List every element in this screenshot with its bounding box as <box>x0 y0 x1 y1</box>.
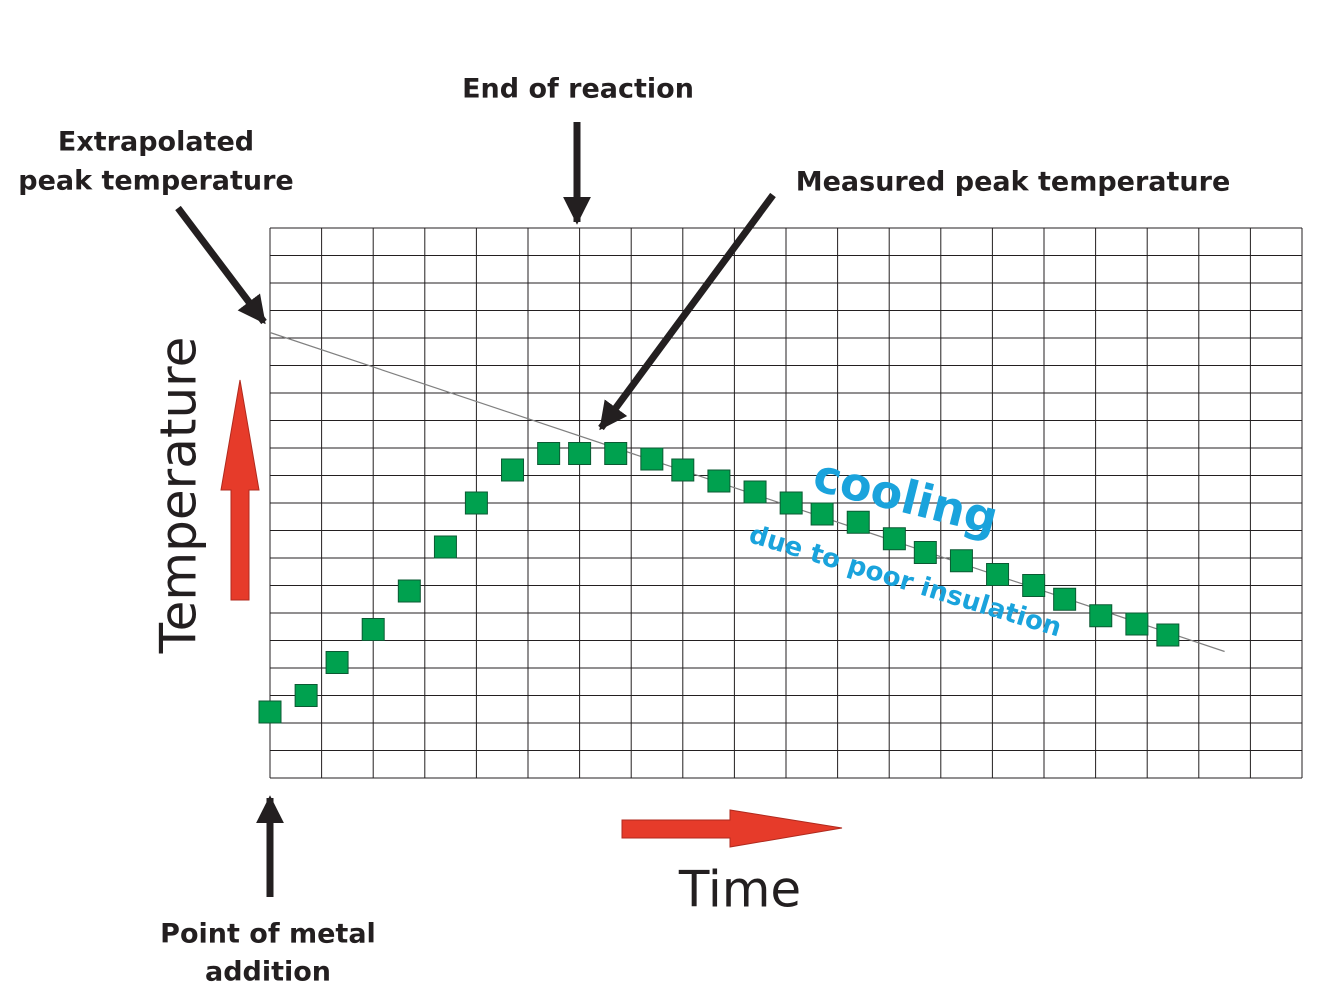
arrow <box>598 192 776 431</box>
y-axis-label: Temperature <box>150 337 208 655</box>
annotation: End of reaction <box>462 74 694 105</box>
direction-arrows <box>220 379 843 848</box>
marks <box>258 331 1225 724</box>
point <box>949 549 973 573</box>
point <box>568 442 592 465</box>
point <box>294 684 318 707</box>
point <box>537 442 561 465</box>
annotation: Measured peak temperature <box>796 167 1231 198</box>
point <box>1125 612 1149 636</box>
point <box>325 651 349 674</box>
point <box>671 458 695 482</box>
point <box>397 579 421 603</box>
point <box>501 458 525 482</box>
point <box>1022 574 1046 597</box>
point <box>913 541 937 564</box>
point <box>707 469 731 493</box>
point <box>986 563 1010 586</box>
annotation: Extrapolated <box>58 127 254 158</box>
arrow <box>175 205 267 325</box>
grid <box>269 227 1303 779</box>
point <box>882 527 906 551</box>
point <box>1156 623 1180 647</box>
arrows <box>175 122 776 897</box>
point <box>258 700 282 724</box>
point <box>810 502 834 526</box>
point <box>433 535 457 559</box>
annotation: peak temperature <box>18 166 294 197</box>
point <box>604 442 628 465</box>
point <box>640 447 664 471</box>
arrow <box>621 809 843 848</box>
point <box>1089 604 1113 628</box>
point <box>464 491 488 515</box>
x-axis-label: Time <box>678 861 801 919</box>
point <box>1053 587 1077 611</box>
arrow <box>220 379 260 601</box>
point <box>361 618 385 641</box>
annotation: Point of metal <box>160 919 376 950</box>
annotation: addition <box>205 957 331 988</box>
point <box>846 510 870 534</box>
point <box>743 480 767 504</box>
point <box>779 491 803 515</box>
